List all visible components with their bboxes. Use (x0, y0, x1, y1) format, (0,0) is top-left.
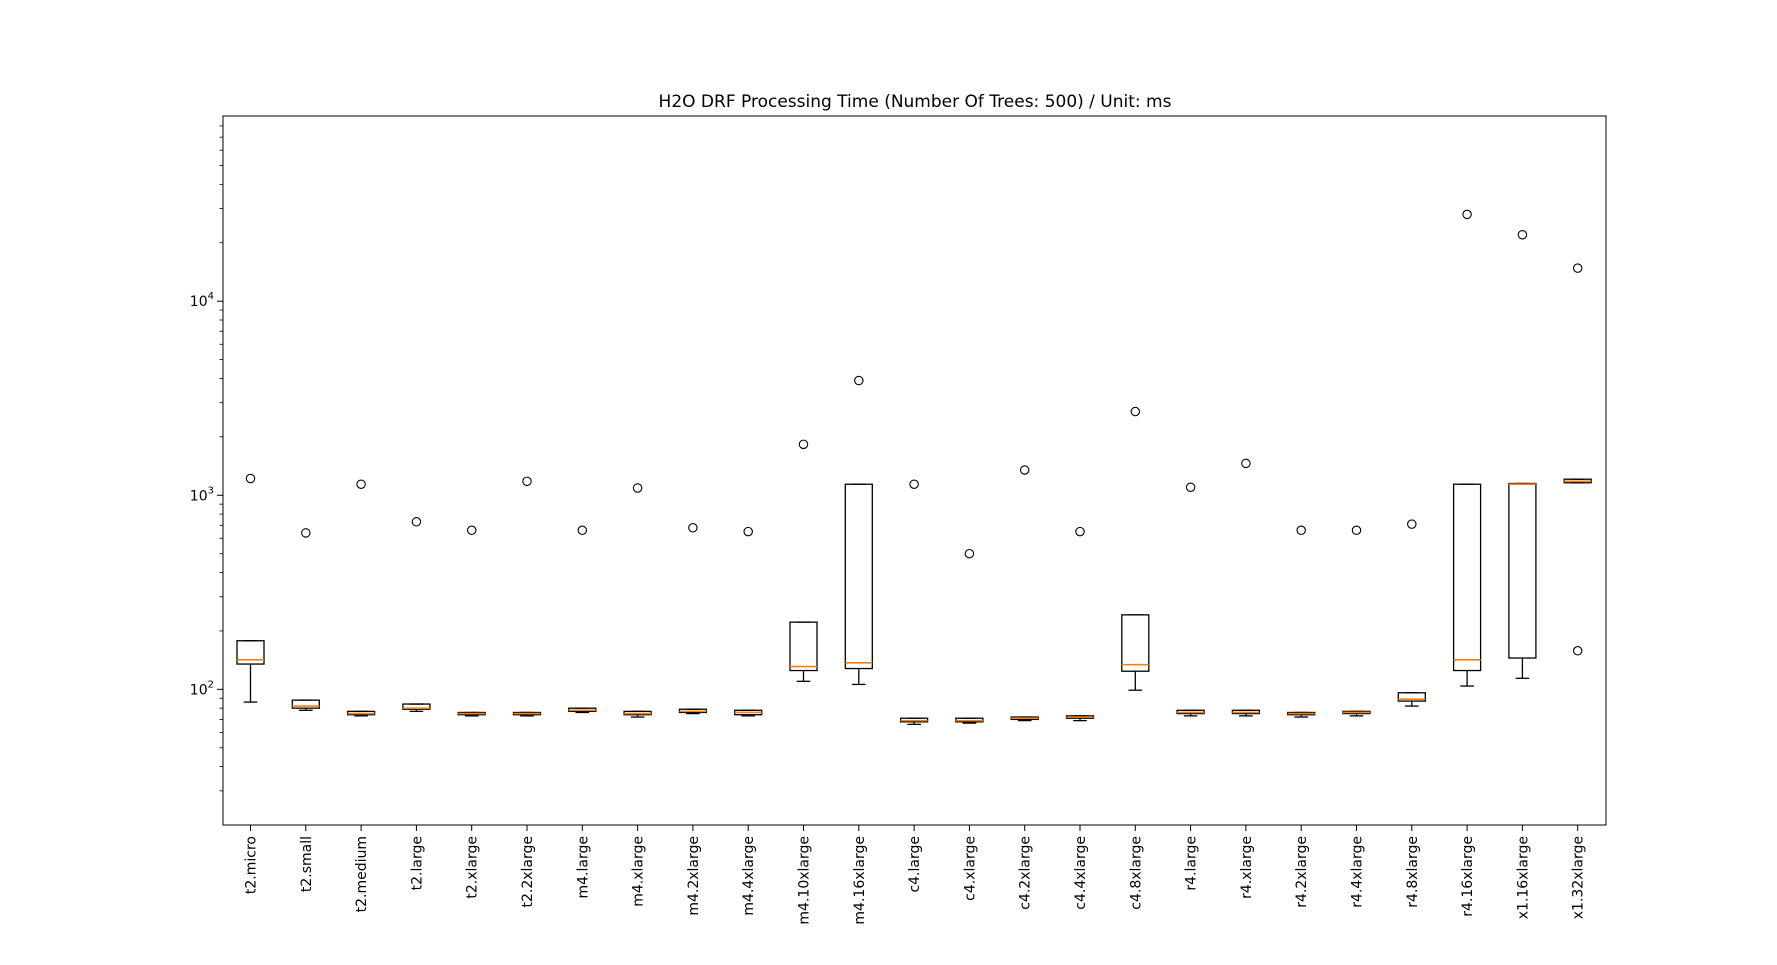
x-tick-label: t2.small (299, 836, 315, 892)
x-tick-label: x1.16xlarge (1515, 836, 1531, 919)
outlier-point (577, 525, 588, 536)
x-tick-label: r4.4xlarge (1350, 836, 1366, 908)
x-tick-label: c4.4xlarge (1073, 836, 1089, 910)
chart-title: H2O DRF Processing Time (Number Of Trees… (659, 92, 1172, 112)
x-tick-label: r4.8xlarge (1405, 836, 1421, 908)
outlier-point (1517, 229, 1528, 240)
y-tick-label: 103 (190, 485, 214, 504)
outlier-point (1241, 458, 1251, 469)
x-tick-label: m4.2xlarge (686, 836, 702, 916)
box-iqr (291, 699, 320, 709)
outlier-point (798, 439, 809, 450)
outlier-point (743, 526, 753, 537)
outlier-point (1075, 526, 1085, 537)
box-layer (236, 209, 1592, 726)
box-iqr (1397, 692, 1426, 702)
x-tick-label: m4.10xlarge (797, 836, 813, 925)
box-iqr (1452, 483, 1482, 672)
outlier-point (356, 479, 366, 489)
tick-layer (217, 125, 1579, 831)
outlier-point (245, 473, 256, 484)
x-tick-label: m4.16xlarge (852, 836, 868, 925)
x-tick-label: c4.large (907, 836, 923, 893)
x-tick-label: r4.16xlarge (1460, 836, 1476, 917)
outlier-point (688, 523, 698, 533)
x-tick-label: t2.medium (354, 836, 370, 912)
outlier-point (466, 525, 477, 536)
y-tick-label: 102 (190, 679, 214, 698)
box-iqr (402, 703, 431, 710)
outlier-point (964, 548, 975, 559)
outlier-point (1572, 646, 1583, 656)
box-iqr (1121, 614, 1150, 672)
outlier-point (1130, 406, 1141, 417)
x-tick-label: t2.2xlarge (520, 836, 536, 908)
label-layer: 102 103 104 t2.micro t2.small t2.medium t2.lar… (190, 291, 1587, 924)
x-tick-label: r4.2xlarge (1294, 836, 1310, 908)
x-tick-label: m4.4xlarge (741, 836, 757, 916)
outlier-point (522, 476, 532, 487)
outlier-point (1572, 263, 1583, 273)
x-tick-label: t2.large (409, 836, 425, 890)
outlier-point (411, 517, 422, 527)
outlier-point (1462, 209, 1472, 220)
outlier-point (909, 479, 919, 489)
outlier-point (1185, 482, 1196, 492)
x-tick-label: c4.2xlarge (1018, 836, 1034, 910)
outlier-point (301, 528, 311, 538)
x-tick-label: r4.xlarge (1239, 836, 1255, 899)
outlier-point (1019, 465, 1030, 475)
box-iqr (844, 483, 873, 670)
box-iqr (789, 621, 818, 672)
outlier-point (1407, 519, 1417, 529)
x-tick-label: m4.large (575, 836, 591, 898)
outlier-point (854, 375, 864, 386)
x-tick-label: t2.micro (244, 836, 260, 894)
x-tick-label: x1.32xlarge (1571, 836, 1587, 919)
x-tick-label: c4.xlarge (962, 836, 978, 901)
box-iqr (236, 640, 265, 665)
x-tick-label: m4.xlarge (631, 836, 647, 907)
outlier-point (1296, 525, 1306, 536)
outlier-point (632, 483, 643, 493)
y-tick-label: 104 (190, 291, 214, 310)
axes-frame (222, 115, 1607, 826)
x-tick-label: c4.8xlarge (1128, 836, 1144, 910)
outlier-point (1351, 525, 1362, 536)
x-tick-label: t2.xlarge (465, 836, 481, 899)
x-tick-label: r4.large (1184, 836, 1200, 891)
